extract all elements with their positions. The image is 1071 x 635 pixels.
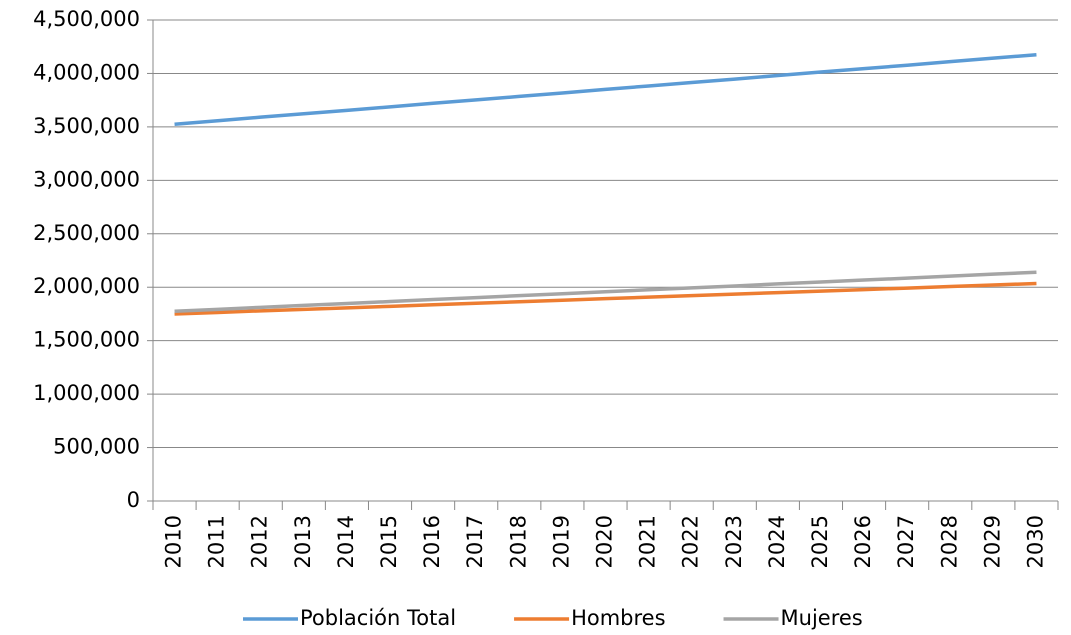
x-tick-label: 2016: [420, 515, 444, 568]
x-tick-label: 2010: [162, 515, 186, 568]
data-line: [174, 281, 1037, 316]
x-tick-label: 2019: [549, 515, 573, 568]
x-tick-label: 2014: [334, 515, 358, 568]
y-tick-label: 3,500,000: [33, 114, 140, 138]
y-tick-label: 4,000,000: [33, 60, 140, 84]
x-tick-label: 2025: [808, 515, 832, 568]
x-tick-label: 2027: [894, 515, 918, 568]
y-tick-label: 3,000,000: [33, 167, 140, 191]
legend-label: Hombres: [571, 606, 665, 630]
y-tick-label: 4,500,000: [33, 7, 140, 31]
x-tick-label: 2015: [377, 515, 401, 568]
x-tick-label: 2020: [593, 515, 617, 568]
x-tick-label: 2029: [980, 515, 1004, 568]
x-tick-label: 2022: [679, 515, 703, 568]
x-tick-label: 2011: [205, 515, 229, 568]
x-tick-label: 2012: [248, 515, 272, 568]
y-tick-label: 2,500,000: [33, 221, 140, 245]
x-tick-label: 2013: [291, 515, 315, 568]
x-tick-label: 2021: [636, 515, 660, 568]
legend-label: Mujeres: [781, 606, 863, 630]
x-tick-label: 2024: [765, 515, 789, 568]
y-tick-label: 1,000,000: [33, 381, 140, 405]
x-tick-label: 2023: [722, 515, 746, 568]
x-tick-label: 2030: [1023, 515, 1047, 568]
x-tick-label: 2017: [463, 515, 487, 568]
legend-label: Población Total: [300, 606, 456, 630]
x-tick-label: 2018: [506, 515, 530, 568]
x-tick-label: 2028: [937, 515, 961, 568]
y-tick-label: 500,000: [53, 435, 140, 459]
x-tick-label: 2026: [851, 515, 875, 568]
data-line: [174, 270, 1037, 314]
data-line: [174, 52, 1037, 126]
y-tick-label: 0: [127, 488, 140, 512]
y-tick-label: 1,500,000: [33, 328, 140, 352]
y-tick-label: 2,000,000: [33, 274, 140, 298]
